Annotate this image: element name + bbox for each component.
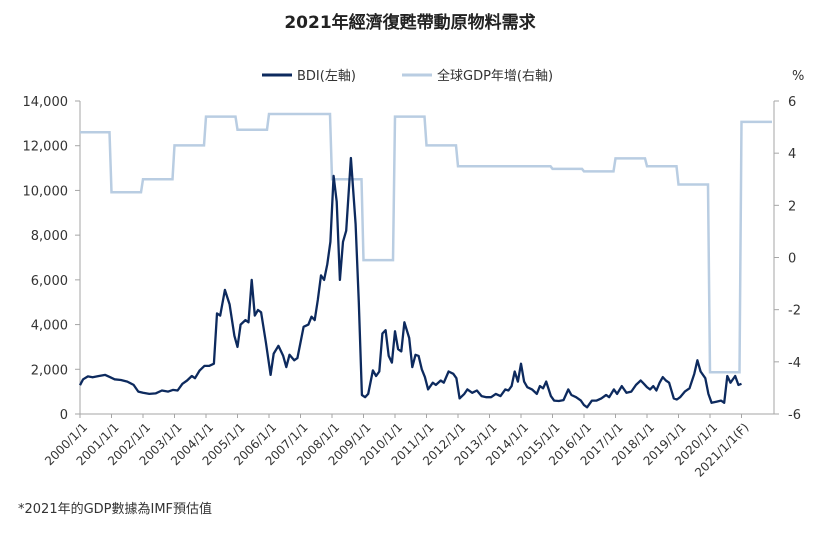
chart-title: 2021年經濟復甦帶動原物料需求 <box>284 13 536 33</box>
left-tick-label: 14,000 <box>23 95 69 110</box>
left-tick-label: 8,000 <box>31 229 68 244</box>
right-tick-label: -6 <box>788 408 801 423</box>
right-tick-label: -4 <box>788 356 801 371</box>
bdi-line <box>78 156 742 409</box>
legend-gdp-label: 全球GDP年增(右軸) <box>437 68 553 84</box>
left-tick-label: 2,000 <box>31 363 68 378</box>
chart-footnote: *2021年的GDP數據為IMF預估值 <box>18 502 213 517</box>
right-axis-unit: % <box>792 69 804 84</box>
right-tick-label: 0 <box>788 252 796 267</box>
legend-bdi-label: BDI(左軸) <box>297 69 356 84</box>
right-tick-label: 6 <box>788 95 796 110</box>
left-tick-label: 12,000 <box>23 140 69 155</box>
gdp-growth-line <box>80 112 772 374</box>
right-tick-label: 4 <box>788 147 796 162</box>
right-tick-label: 2 <box>788 199 796 214</box>
left-tick-label: 6,000 <box>31 274 68 289</box>
right-tick-label: -2 <box>788 304 801 319</box>
left-tick-label: 0 <box>60 408 68 423</box>
left-tick-label: 10,000 <box>23 184 69 199</box>
left-tick-label: 4,000 <box>31 319 68 334</box>
